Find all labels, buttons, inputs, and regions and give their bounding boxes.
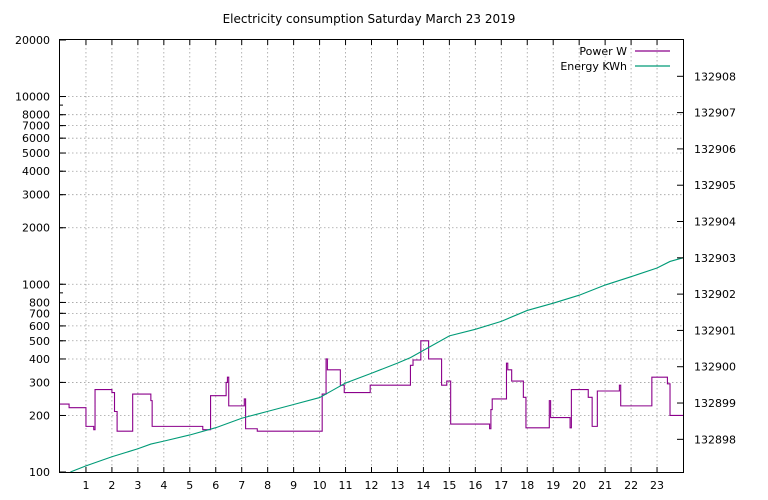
y-right-tick-label: 132906 [694,143,736,156]
x-tick-label: 11 [339,479,353,492]
y-right-tick-label: 132902 [694,288,736,301]
y-left-tick-label: 5000 [22,147,50,160]
y-left-tick-label: 500 [29,335,50,348]
y-left-tick-label: 400 [29,353,50,366]
x-tick-label: 7 [238,479,245,492]
y-left-tick-label: 3000 [22,189,50,202]
axis-ticks: 1 2 3 4 5 6 7 8 9 10 11 12 13 14 15 16 17 18 19 20 21 22 23100… [15,34,736,492]
x-tick-label: 1 [82,479,89,492]
x-tick-label: 9 [290,479,297,492]
x-tick-label: 2 [108,479,115,492]
x-tick-label: 17 [494,479,508,492]
legend-label: Power W [579,45,627,58]
y-left-tick-label: 600 [29,320,50,333]
x-tick-label: 20 [572,479,586,492]
y-left-tick-label: 800 [29,296,50,309]
y-right-tick-label: 132905 [694,179,736,192]
y-left-tick-label: 20000 [15,34,50,47]
x-tick-label: 12 [365,479,379,492]
plot-frame [59,39,684,473]
series-layer [60,257,684,473]
x-tick-label: 15 [442,479,456,492]
y-left-tick-label: 1000 [22,278,50,291]
grid-lines [60,40,683,472]
y-left-tick-label: 4000 [22,165,50,178]
x-tick-label: 19 [546,479,560,492]
y-left-tick-label: 300 [29,376,50,389]
chart-title: Electricity consumption Saturday March 2… [223,12,516,26]
legend-label: Energy KWh [560,60,627,73]
y-left-tick-label: 100 [29,466,50,479]
y-right-tick-label: 132899 [694,397,736,410]
x-tick-label: 21 [598,479,612,492]
series-line-power [60,340,683,432]
x-tick-label: 18 [520,479,534,492]
x-tick-label: 4 [160,479,167,492]
x-tick-label: 14 [416,479,430,492]
x-tick-label: 16 [468,479,482,492]
y-right-tick-label: 132904 [694,216,736,229]
y-right-tick-label: 132898 [694,433,736,446]
y-right-tick-label: 132903 [694,252,736,265]
y-left-tick-label: 6000 [22,132,50,145]
y-right-tick-label: 132901 [694,324,736,337]
y-right-tick-label: 132908 [694,70,736,83]
y-left-tick-label: 700 [29,307,50,320]
y-right-tick-label: 132900 [694,361,736,374]
x-tick-label: 13 [390,479,404,492]
x-tick-label: 10 [313,479,327,492]
y-left-tick-label: 200 [29,409,50,422]
x-tick-label: 8 [264,479,271,492]
x-tick-label: 5 [186,479,193,492]
x-tick-label: 23 [650,479,664,492]
x-tick-label: 3 [134,479,141,492]
series-line-energy [70,257,684,473]
y-left-tick-label: 8000 [22,109,50,122]
y-right-tick-label: 132907 [694,107,736,120]
x-tick-label: 22 [624,479,638,492]
x-tick-label: 6 [212,479,219,492]
y-left-tick-label: 7000 [22,120,50,133]
legend: Power W Energy KWh [560,45,670,73]
y-left-tick-label: 2000 [22,222,50,235]
y-left-tick-label: 10000 [15,91,50,104]
